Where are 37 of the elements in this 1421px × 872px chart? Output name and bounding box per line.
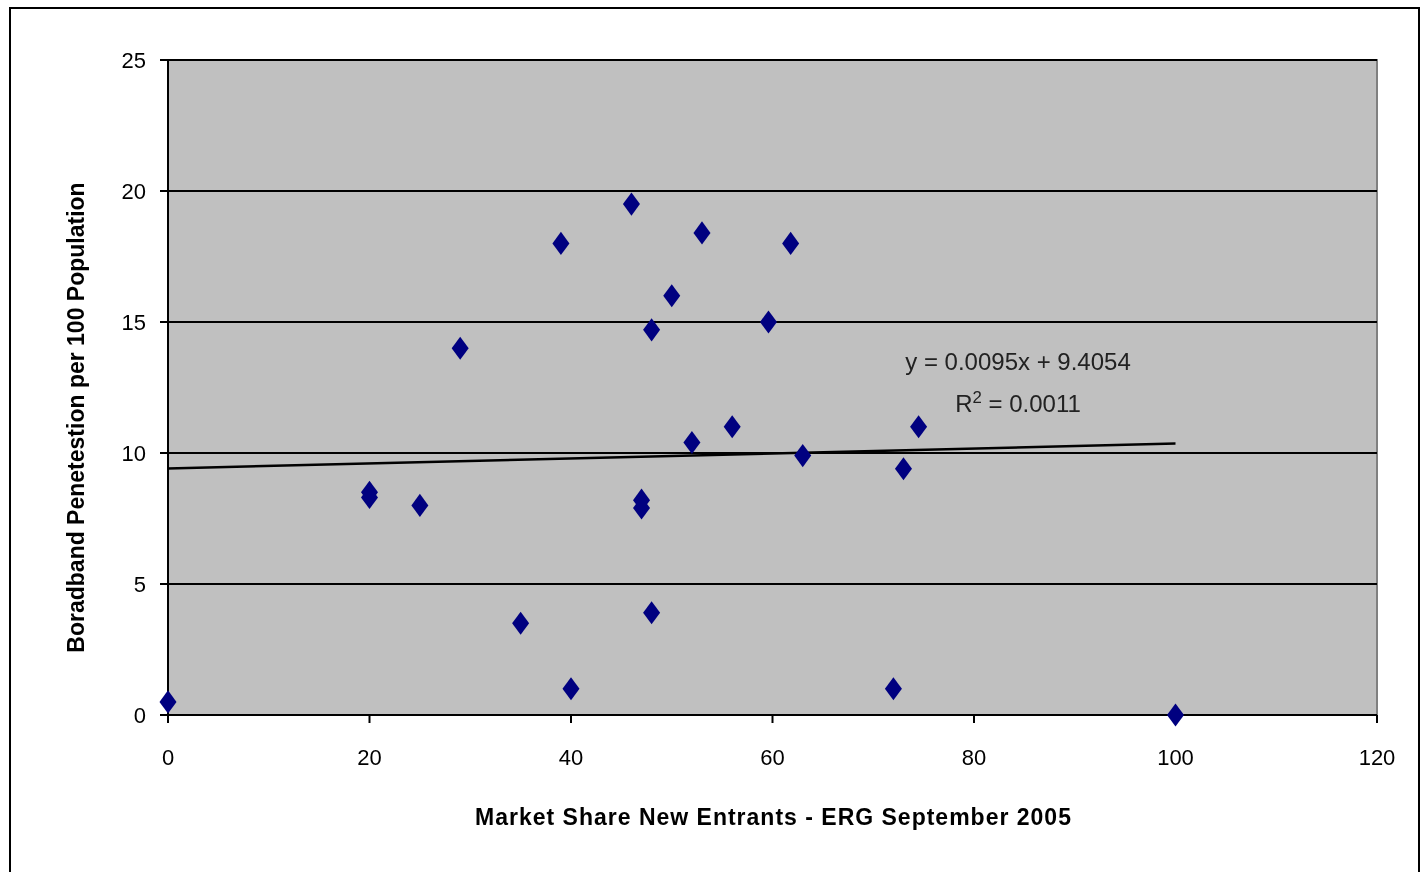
point [643, 601, 661, 625]
x-tick-label: 80 [961, 745, 987, 770]
point [622, 192, 640, 216]
point [794, 444, 812, 468]
point [910, 415, 928, 439]
point [683, 430, 701, 455]
point [159, 690, 177, 714]
y-tick-label: 20 [121, 178, 146, 204]
x-axis-title: Market Share New Entrants - ERG September 2005 [475, 804, 1072, 830]
point [759, 310, 777, 334]
point [451, 336, 469, 360]
x-tick-label: 60 [760, 745, 785, 770]
point [663, 284, 681, 308]
x-tick-label: 0 [161, 745, 175, 770]
x-tick-label: 40 [558, 745, 584, 770]
y-tick-label: 10 [121, 440, 146, 466]
point [782, 231, 800, 255]
point [693, 221, 711, 245]
y-tick-label: 5 [133, 571, 146, 597]
x-tick-label: 20 [357, 745, 382, 770]
x-tick-label: 120 [1358, 745, 1396, 770]
point [552, 231, 570, 255]
point [723, 415, 741, 439]
y-tick-label: 15 [121, 309, 146, 335]
y-axis-title: Boradband Penetestion per 100 Population [63, 182, 89, 653]
point [1166, 703, 1185, 727]
point [643, 318, 661, 342]
point [894, 457, 912, 481]
point [562, 677, 580, 701]
point [512, 611, 530, 635]
x-tick-label: 100 [1157, 745, 1194, 770]
point [411, 493, 429, 517]
annotation: R$^{2}$ = 0.0011 [955, 387, 1081, 417]
annotation: y = 0.0095x + 9.4054 [905, 348, 1131, 375]
y-tick-label: 25 [121, 47, 146, 73]
y-tick-label: 0 [133, 702, 146, 728]
point [884, 677, 902, 701]
